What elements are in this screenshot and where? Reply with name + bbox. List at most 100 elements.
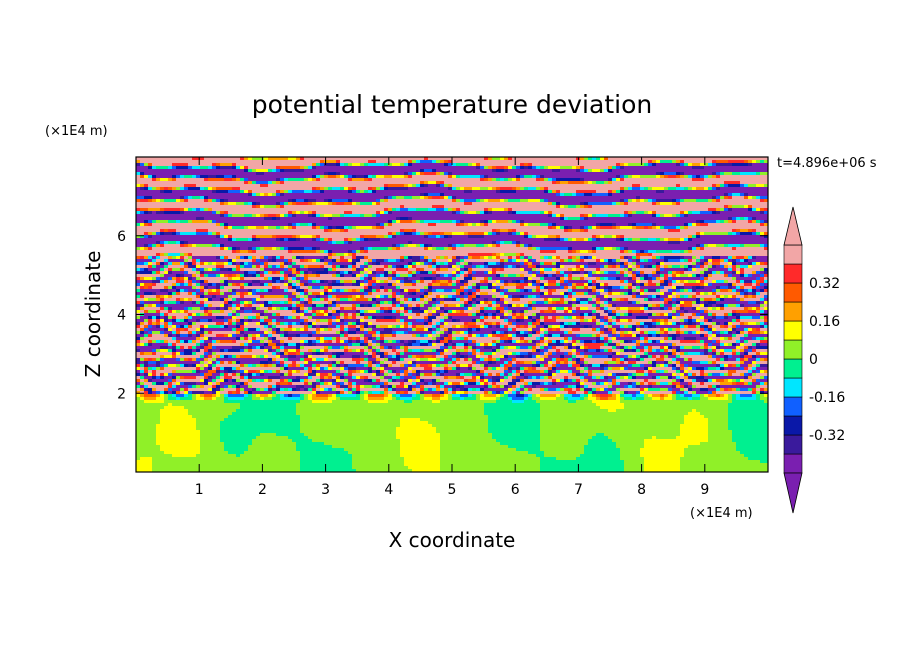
heatmap-cell	[480, 178, 485, 182]
heatmap-cell	[632, 163, 637, 167]
heatmap-cell	[424, 175, 429, 179]
heatmap-cell	[416, 166, 421, 170]
heatmap-cell	[244, 166, 249, 170]
heatmap-cell	[180, 157, 185, 161]
heatmap-cell	[176, 178, 181, 182]
heatmap-cell	[488, 175, 493, 179]
heatmap-cell	[444, 166, 449, 170]
heatmap-cell	[732, 160, 737, 164]
heatmap-cell	[236, 157, 241, 161]
heatmap-cell	[264, 163, 269, 167]
heatmap-cell	[228, 181, 233, 185]
heatmap-cell	[692, 178, 697, 182]
heatmap-cell	[724, 172, 729, 176]
heatmap-cell	[624, 160, 629, 164]
heatmap-cell	[208, 163, 213, 167]
heatmap-cell	[536, 157, 541, 161]
heatmap-cell	[456, 181, 461, 185]
heatmap-cell	[368, 181, 373, 185]
heatmap-cell	[732, 166, 737, 170]
heatmap-cell	[404, 157, 409, 161]
heatmap-cell	[408, 175, 413, 179]
heatmap-cell	[656, 175, 661, 179]
heatmap-cell	[452, 178, 457, 182]
heatmap-cell	[196, 160, 201, 164]
heatmap-cell	[720, 178, 725, 182]
heatmap-cell	[692, 175, 697, 179]
heatmap-cell	[296, 178, 301, 182]
heatmap-cell	[408, 181, 413, 185]
heatmap-cell	[500, 175, 505, 179]
heatmap-cell	[188, 163, 193, 167]
heatmap-cell	[348, 160, 353, 164]
heatmap-cell	[240, 160, 245, 164]
heatmap-cell	[556, 157, 561, 161]
heatmap-cell	[656, 178, 661, 182]
heatmap-cell	[304, 160, 309, 164]
heatmap-cell	[608, 166, 613, 170]
heatmap-cell	[664, 178, 669, 182]
heatmap-cell	[352, 157, 357, 161]
heatmap-cell	[196, 163, 201, 167]
heatmap-cell	[356, 163, 361, 167]
heatmap-cell	[464, 175, 469, 179]
heatmap-cell	[596, 175, 601, 179]
heatmap-cell	[316, 181, 321, 185]
heatmap-cell	[756, 175, 761, 179]
heatmap-cell	[428, 163, 433, 167]
heatmap-cell	[600, 169, 605, 173]
heatmap-cell	[720, 163, 725, 167]
heatmap-cell	[256, 157, 261, 161]
heatmap-cell	[272, 175, 277, 179]
heatmap-cell	[728, 163, 733, 167]
heatmap-cell	[256, 172, 261, 176]
heatmap-cell	[216, 166, 221, 170]
heatmap-cell	[668, 178, 673, 182]
heatmap-cell	[312, 157, 317, 161]
heatmap-cell	[704, 163, 709, 167]
heatmap-cells	[136, 157, 768, 472]
heatmap-cell	[460, 175, 465, 179]
heatmap-cell	[360, 163, 365, 167]
heatmap-cell	[588, 160, 593, 164]
heatmap-cell	[140, 157, 145, 161]
heatmap-cell	[264, 169, 269, 173]
heatmap-cell	[668, 163, 673, 167]
heatmap-cell	[560, 166, 565, 170]
heatmap-cell	[288, 178, 293, 182]
heatmap-cell	[468, 175, 473, 179]
heatmap-cell	[448, 178, 453, 182]
heatmap-cell	[716, 166, 721, 170]
heatmap-cell	[372, 163, 377, 167]
heatmap-cell	[212, 160, 217, 164]
plot-area	[136, 157, 768, 472]
heatmap-cell	[424, 169, 429, 173]
heatmap-cell	[708, 178, 713, 182]
heatmap-cell	[188, 169, 193, 173]
heatmap-cell	[328, 172, 333, 176]
heatmap-cell	[648, 172, 653, 176]
heatmap-cell	[500, 172, 505, 176]
heatmap-cell	[404, 163, 409, 167]
heatmap-cell	[236, 175, 241, 179]
heatmap-cell	[300, 157, 305, 161]
heatmap-cell	[268, 181, 273, 185]
heatmap-cell	[696, 172, 701, 176]
heatmap-cell	[328, 169, 333, 173]
heatmap-cell	[304, 157, 309, 161]
heatmap-cell	[384, 157, 389, 161]
heatmap-cell	[320, 166, 325, 170]
heatmap-cell	[464, 169, 469, 173]
heatmap-cell	[712, 166, 717, 170]
heatmap-cell	[348, 172, 353, 176]
heatmap-cell	[236, 172, 241, 176]
heatmap-cell	[668, 160, 673, 164]
heatmap-cell	[152, 160, 157, 164]
heatmap-cell	[464, 160, 469, 164]
heatmap-cell	[552, 169, 557, 173]
heatmap-cell	[236, 163, 241, 167]
heatmap-cell	[756, 172, 761, 176]
heatmap-cell	[396, 172, 401, 176]
heatmap-cell	[580, 178, 585, 182]
heatmap-cell	[280, 172, 285, 176]
